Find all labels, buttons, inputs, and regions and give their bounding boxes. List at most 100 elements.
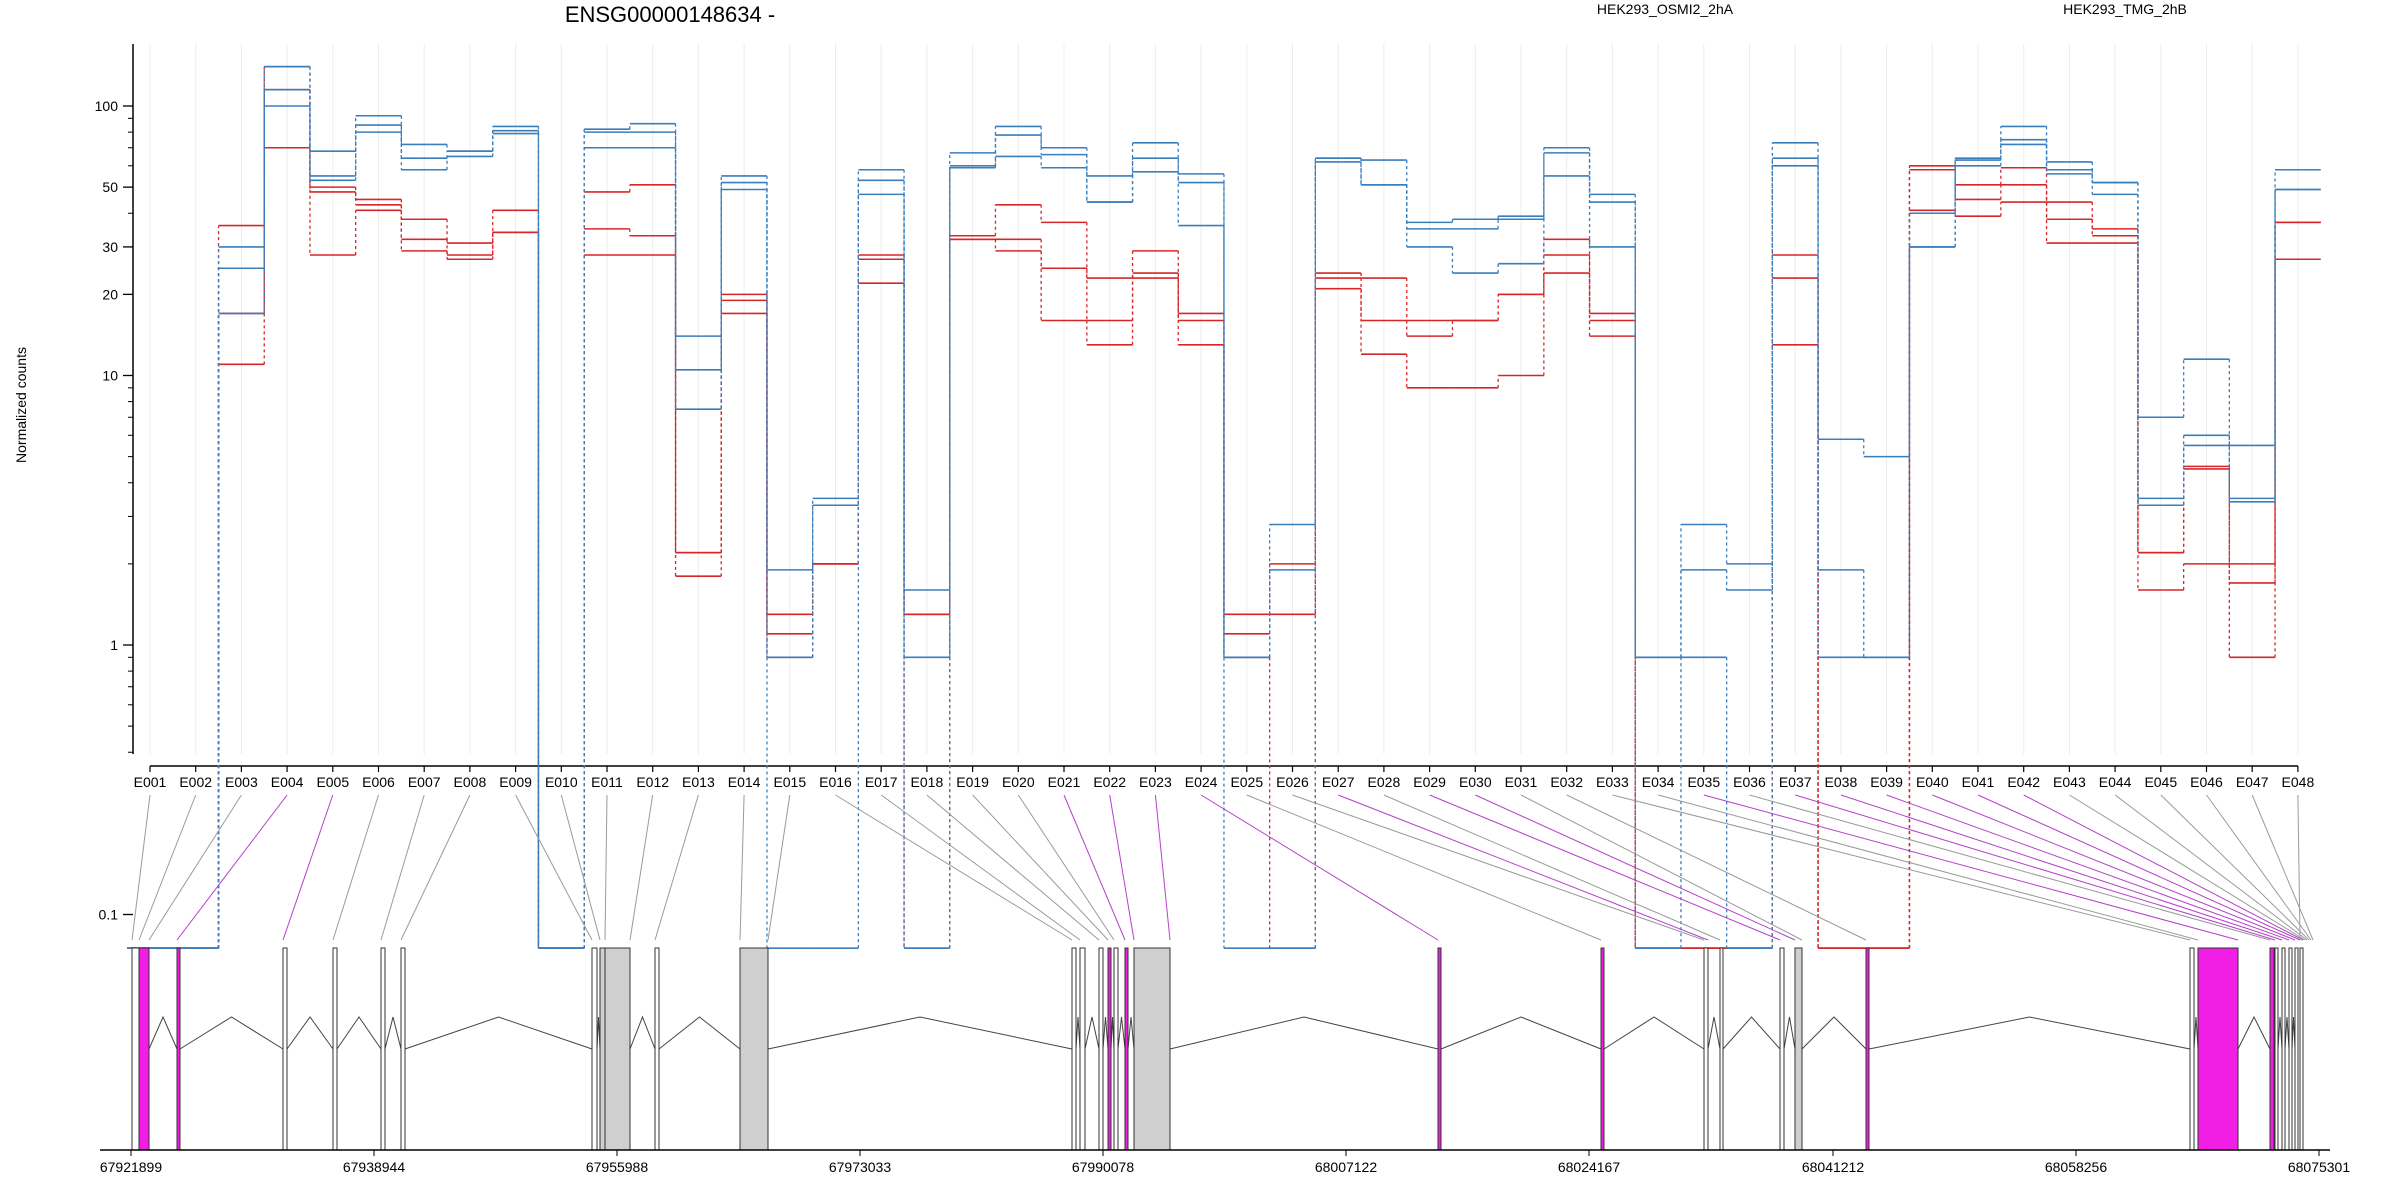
x-tick-label: E046 <box>2190 774 2223 790</box>
exon-connector-line <box>1292 794 1705 941</box>
coord-label: 67921899 <box>100 1159 163 1175</box>
x-tick-label: E024 <box>1185 774 1218 790</box>
x-tick-label: E006 <box>362 774 395 790</box>
exon-connector-line <box>131 794 151 941</box>
legend-entry-osmi2: HEK293_OSMI2_2hA <box>1597 1 1734 17</box>
exon-connector-line <box>332 794 379 941</box>
vertical-gridlines <box>149 44 2299 754</box>
x-tick-label: E031 <box>1505 774 1538 790</box>
intron-line <box>179 1016 284 1050</box>
y-tick-label: 100 <box>95 98 119 114</box>
x-tick-label: E034 <box>1642 774 1675 790</box>
exon-connector-line <box>880 794 1081 941</box>
x-tick-label: E016 <box>819 774 852 790</box>
exon-block <box>1719 947 1724 1151</box>
x-tick-label: E041 <box>1962 774 1995 790</box>
exon-connector-line <box>629 794 654 941</box>
intron-line <box>2277 1016 2283 1050</box>
x-tick-label: E022 <box>1093 774 1126 790</box>
intron-line <box>2193 1016 2199 1050</box>
intron-line <box>148 1015 178 1050</box>
intron-line <box>767 1016 1073 1050</box>
x-tick-label: E001 <box>134 774 167 790</box>
exon-block <box>2288 947 2293 1151</box>
exon-connector-line <box>1520 794 1803 941</box>
x-tick-label: E033 <box>1596 774 1629 790</box>
x-tick-label: E048 <box>2282 774 2315 790</box>
x-tick-label: E013 <box>682 774 715 790</box>
axes: 0.1 1 10 20 30 50 100 <box>95 44 2298 923</box>
exon-connector-line <box>972 794 1109 941</box>
coord-label: 67973033 <box>829 1159 892 1175</box>
exon-connector-line <box>1932 794 2296 941</box>
intron-line <box>2237 1015 2271 1050</box>
x-tick-label: E044 <box>2099 774 2132 790</box>
coord-label: 67990078 <box>1072 1159 1135 1175</box>
exon-connector-line <box>1338 794 1709 941</box>
exon-block <box>1071 947 1077 1151</box>
exon-connector-line <box>1017 794 1115 941</box>
exon-connector-line <box>1795 794 2276 941</box>
exon-block <box>599 947 606 1151</box>
exon-block <box>1098 947 1104 1151</box>
exon-block <box>2189 947 2195 1151</box>
y-axis-label: Normalized counts <box>13 347 29 463</box>
x-tick-label: E028 <box>1368 774 1401 790</box>
x-tick-label: E018 <box>911 774 944 790</box>
x-tick-label: E020 <box>1002 774 1035 790</box>
x-tick-label: E003 <box>225 774 258 790</box>
x-tick-label: E009 <box>499 774 532 790</box>
intron-line <box>1707 1016 1721 1050</box>
coord-label: 68007122 <box>1315 1159 1378 1175</box>
gene-model <box>100 947 2330 1151</box>
x-tick-label: E002 <box>179 774 212 790</box>
intron-line <box>1440 1016 1602 1050</box>
exon-block <box>1124 947 1129 1151</box>
exon-connector-line <box>400 794 471 941</box>
exon-block <box>2294 947 2299 1151</box>
y-tick-label: 20 <box>102 286 118 302</box>
y-tick-label: 0.1 <box>99 907 119 923</box>
exon-connector-line <box>1657 794 2199 941</box>
exon-block <box>1703 947 1709 1151</box>
coord-label: 68075301 <box>2288 1159 2351 1175</box>
exon-connector-line <box>148 794 242 941</box>
coord-label: 67955988 <box>586 1159 649 1175</box>
exon-connector-line <box>1566 794 1867 941</box>
chart-title: ENSG00000148634 - <box>565 2 775 27</box>
x-tick-label: E014 <box>728 774 761 790</box>
intron-line <box>1075 1016 1081 1050</box>
exon-block <box>1600 947 1605 1151</box>
intron-line <box>658 1016 741 1050</box>
x-tick-label: E035 <box>1687 774 1720 790</box>
x-tick-label: E038 <box>1825 774 1858 790</box>
intron-line <box>1084 1016 1100 1050</box>
x-tick-label: E029 <box>1413 774 1446 790</box>
x-tick-label: E019 <box>956 774 989 790</box>
exon-block <box>1107 947 1112 1151</box>
exon-connector-line <box>1840 794 2283 941</box>
coord-label: 68024167 <box>1558 1159 1621 1175</box>
exon-block <box>2299 947 2304 1151</box>
exon-block <box>591 947 598 1151</box>
exon-block <box>176 947 181 1151</box>
intron-line <box>1117 1016 1126 1050</box>
intron-line <box>1127 1016 1135 1050</box>
intron-line <box>1801 1016 1867 1050</box>
exon-block <box>604 947 631 1151</box>
exon-connector-line <box>138 794 197 941</box>
x-tick-label: E045 <box>2144 774 2177 790</box>
exon-block <box>1865 947 1870 1151</box>
intron-line <box>2284 1016 2290 1050</box>
x-tick-label: E011 <box>591 774 623 790</box>
x-tick-label: E015 <box>773 774 806 790</box>
exon-connector-line <box>654 794 699 941</box>
exon-connector-line <box>560 794 601 941</box>
exon-connector-line <box>2023 794 2304 941</box>
exon-connector-line <box>2114 794 2308 941</box>
exon-block <box>2197 947 2239 1151</box>
x-tick-label: E036 <box>1733 774 1766 790</box>
exon-block <box>654 947 660 1151</box>
exon-block <box>1437 947 1442 1151</box>
